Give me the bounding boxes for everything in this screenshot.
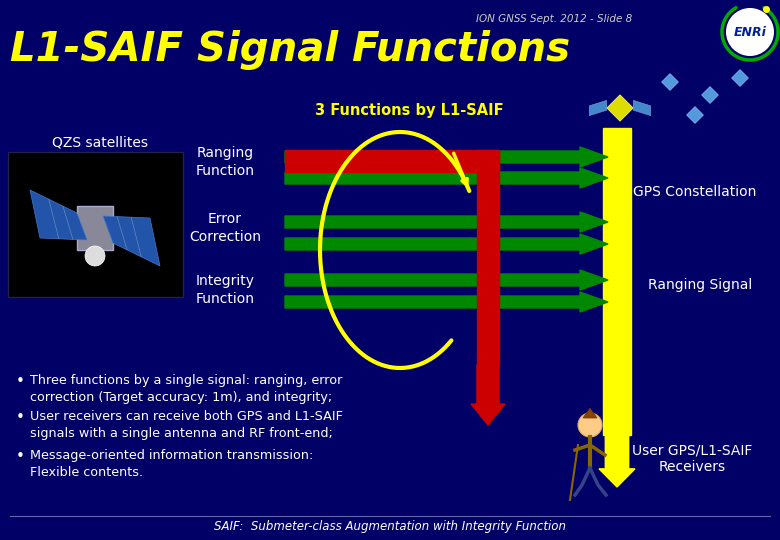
Text: 3 Functions by L1-SAIF: 3 Functions by L1-SAIF xyxy=(315,103,504,118)
FancyArrow shape xyxy=(285,234,608,254)
Text: Three functions by a single signal: ranging, error
correction (Target accuracy: : Three functions by a single signal: rang… xyxy=(30,374,342,403)
FancyArrow shape xyxy=(599,435,635,487)
FancyArrow shape xyxy=(285,212,608,232)
FancyArrow shape xyxy=(285,168,608,188)
Bar xyxy=(77,206,113,250)
Circle shape xyxy=(85,246,105,266)
Polygon shape xyxy=(633,100,651,116)
FancyArrow shape xyxy=(471,365,505,425)
Text: SAIF:  Submeter-class Augmentation with Integrity Function: SAIF: Submeter-class Augmentation with I… xyxy=(214,520,566,533)
Bar xyxy=(8,152,183,297)
Bar xyxy=(603,128,631,435)
FancyArrow shape xyxy=(285,147,608,167)
Text: ENRi: ENRi xyxy=(733,26,767,39)
Text: •: • xyxy=(16,410,25,425)
Text: User receivers can receive both GPS and L1-SAIF
signals with a single antenna an: User receivers can receive both GPS and … xyxy=(30,410,343,440)
Polygon shape xyxy=(732,70,748,86)
Polygon shape xyxy=(589,100,607,116)
Polygon shape xyxy=(30,190,87,240)
Circle shape xyxy=(578,413,602,437)
Text: GPS Constellation: GPS Constellation xyxy=(633,185,757,199)
Text: Error
Correction: Error Correction xyxy=(189,212,261,244)
Bar xyxy=(285,150,499,172)
Polygon shape xyxy=(701,86,718,103)
Polygon shape xyxy=(661,73,679,90)
FancyArrow shape xyxy=(285,292,608,312)
FancyArrow shape xyxy=(285,270,608,290)
Text: ION GNSS Sept. 2012 - Slide 8: ION GNSS Sept. 2012 - Slide 8 xyxy=(476,14,633,24)
Text: Integrity
Function: Integrity Function xyxy=(196,274,254,306)
Polygon shape xyxy=(607,95,633,121)
Text: •: • xyxy=(16,449,25,464)
Text: Ranging Signal: Ranging Signal xyxy=(648,278,752,292)
Text: L1-SAIF Signal Functions: L1-SAIF Signal Functions xyxy=(10,30,570,70)
Bar xyxy=(477,150,499,365)
Text: User GPS/L1-SAIF
Receivers: User GPS/L1-SAIF Receivers xyxy=(632,443,752,474)
Circle shape xyxy=(726,8,774,56)
Text: QZS satellites: QZS satellites xyxy=(52,135,148,149)
Polygon shape xyxy=(686,106,704,124)
Polygon shape xyxy=(583,408,597,418)
Polygon shape xyxy=(103,216,160,266)
Text: •: • xyxy=(16,374,25,389)
Text: Ranging
Function: Ranging Function xyxy=(196,146,254,178)
Text: Message-oriented information transmission:
Flexible contents.: Message-oriented information transmissio… xyxy=(30,449,314,478)
